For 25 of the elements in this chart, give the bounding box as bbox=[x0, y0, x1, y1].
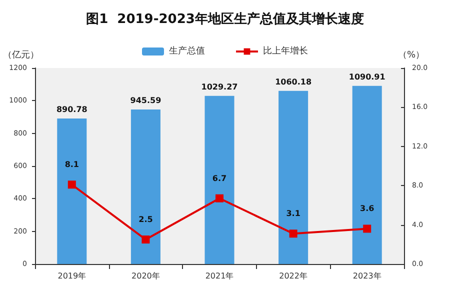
x-tick-label: 2019年 bbox=[58, 272, 86, 280]
point bbox=[363, 224, 372, 233]
x-tick-label: 2020年 bbox=[132, 272, 160, 280]
x-tick-label: 2022年 bbox=[279, 272, 308, 280]
x-tick-label: 2021年 bbox=[205, 272, 234, 280]
data-label: 2.5 bbox=[138, 215, 154, 224]
data-label: 1090.91 bbox=[348, 72, 386, 82]
data-label: 3.6 bbox=[360, 204, 375, 214]
data-label: 1029.27 bbox=[201, 82, 238, 92]
data-label: 3.1 bbox=[286, 209, 301, 218]
data-label: 6.7 bbox=[212, 174, 227, 183]
point bbox=[68, 180, 76, 189]
chart-title: 图1 2019-2023年地区生产总值及其增长速度 bbox=[86, 11, 364, 27]
data-label: 945.59 bbox=[130, 96, 162, 106]
data-label: 8.1 bbox=[64, 160, 80, 170]
legend-label: 生产总值 bbox=[169, 46, 205, 56]
data-label: 890.78 bbox=[56, 105, 88, 114]
legend-label: 比上年增长 bbox=[263, 46, 308, 56]
y2-axis-title: （%） bbox=[398, 50, 425, 60]
point bbox=[142, 236, 150, 244]
point bbox=[216, 194, 224, 202]
data-label: 1060.18 bbox=[275, 77, 312, 86]
point bbox=[289, 230, 298, 238]
x-tick-label: 2023年 bbox=[352, 272, 382, 280]
y-axis-title: （亿元） bbox=[3, 50, 39, 60]
